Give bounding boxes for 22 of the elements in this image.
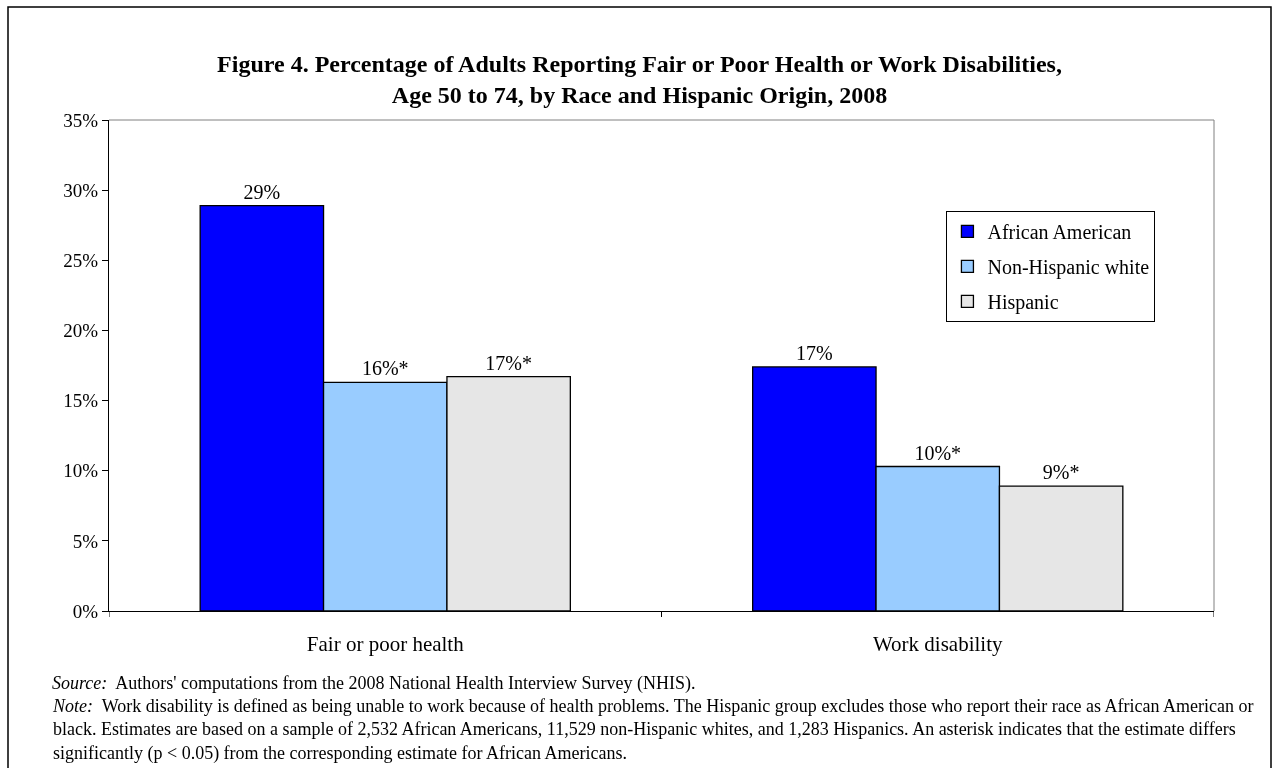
data-label: 9%* xyxy=(1042,461,1080,484)
y-tick-label: 5% xyxy=(72,530,99,552)
y-tick-label: 10% xyxy=(63,460,99,482)
data-label: 29% xyxy=(243,180,281,203)
text: Note: Work disability is defined as being unable to work because of health problems. The Hispanic group excludes those who report their race as African American or black. Estimates are based on a sample of 2,532 African Americans, 11,529 non-Hispanic whites, and 1,283 Hispanics. An asterisk indicates that the estimate differs significantly (p < 0.05) from the corresponding estimate for African Americans. xyxy=(52,696,1254,764)
chart-title: Figure 4. Percentage of Adults Reporting Fair or Poor Health or Work Disabilities, Age 50 to 74, by Race and Hispanic Origin, 2008 xyxy=(217,51,1062,109)
data-label: 17% xyxy=(796,341,833,364)
y-tick-label: 35% xyxy=(63,109,99,131)
legend-label: African American xyxy=(987,221,1132,244)
y-tick-label: 15% xyxy=(63,390,99,412)
y-tick-label: 0% xyxy=(72,600,99,622)
source-note: Source: Authors' computations from the 2008 National Health Interview Survey (NHIS). xyxy=(52,673,696,694)
data-label: 16%* xyxy=(361,357,409,380)
x-tick-label: Fair or poor health xyxy=(306,632,465,657)
y-tick-label: 25% xyxy=(63,249,99,271)
legend-label: Hispanic xyxy=(987,291,1059,315)
y-tick-label: 30% xyxy=(63,179,99,201)
data-label: 17%* xyxy=(485,351,532,374)
data-label: 10%* xyxy=(914,441,962,464)
y-tick-label: 20% xyxy=(63,320,99,342)
legend-label: Non-Hispanic white xyxy=(987,256,1150,280)
x-tick-label: Work disability xyxy=(872,632,1004,657)
